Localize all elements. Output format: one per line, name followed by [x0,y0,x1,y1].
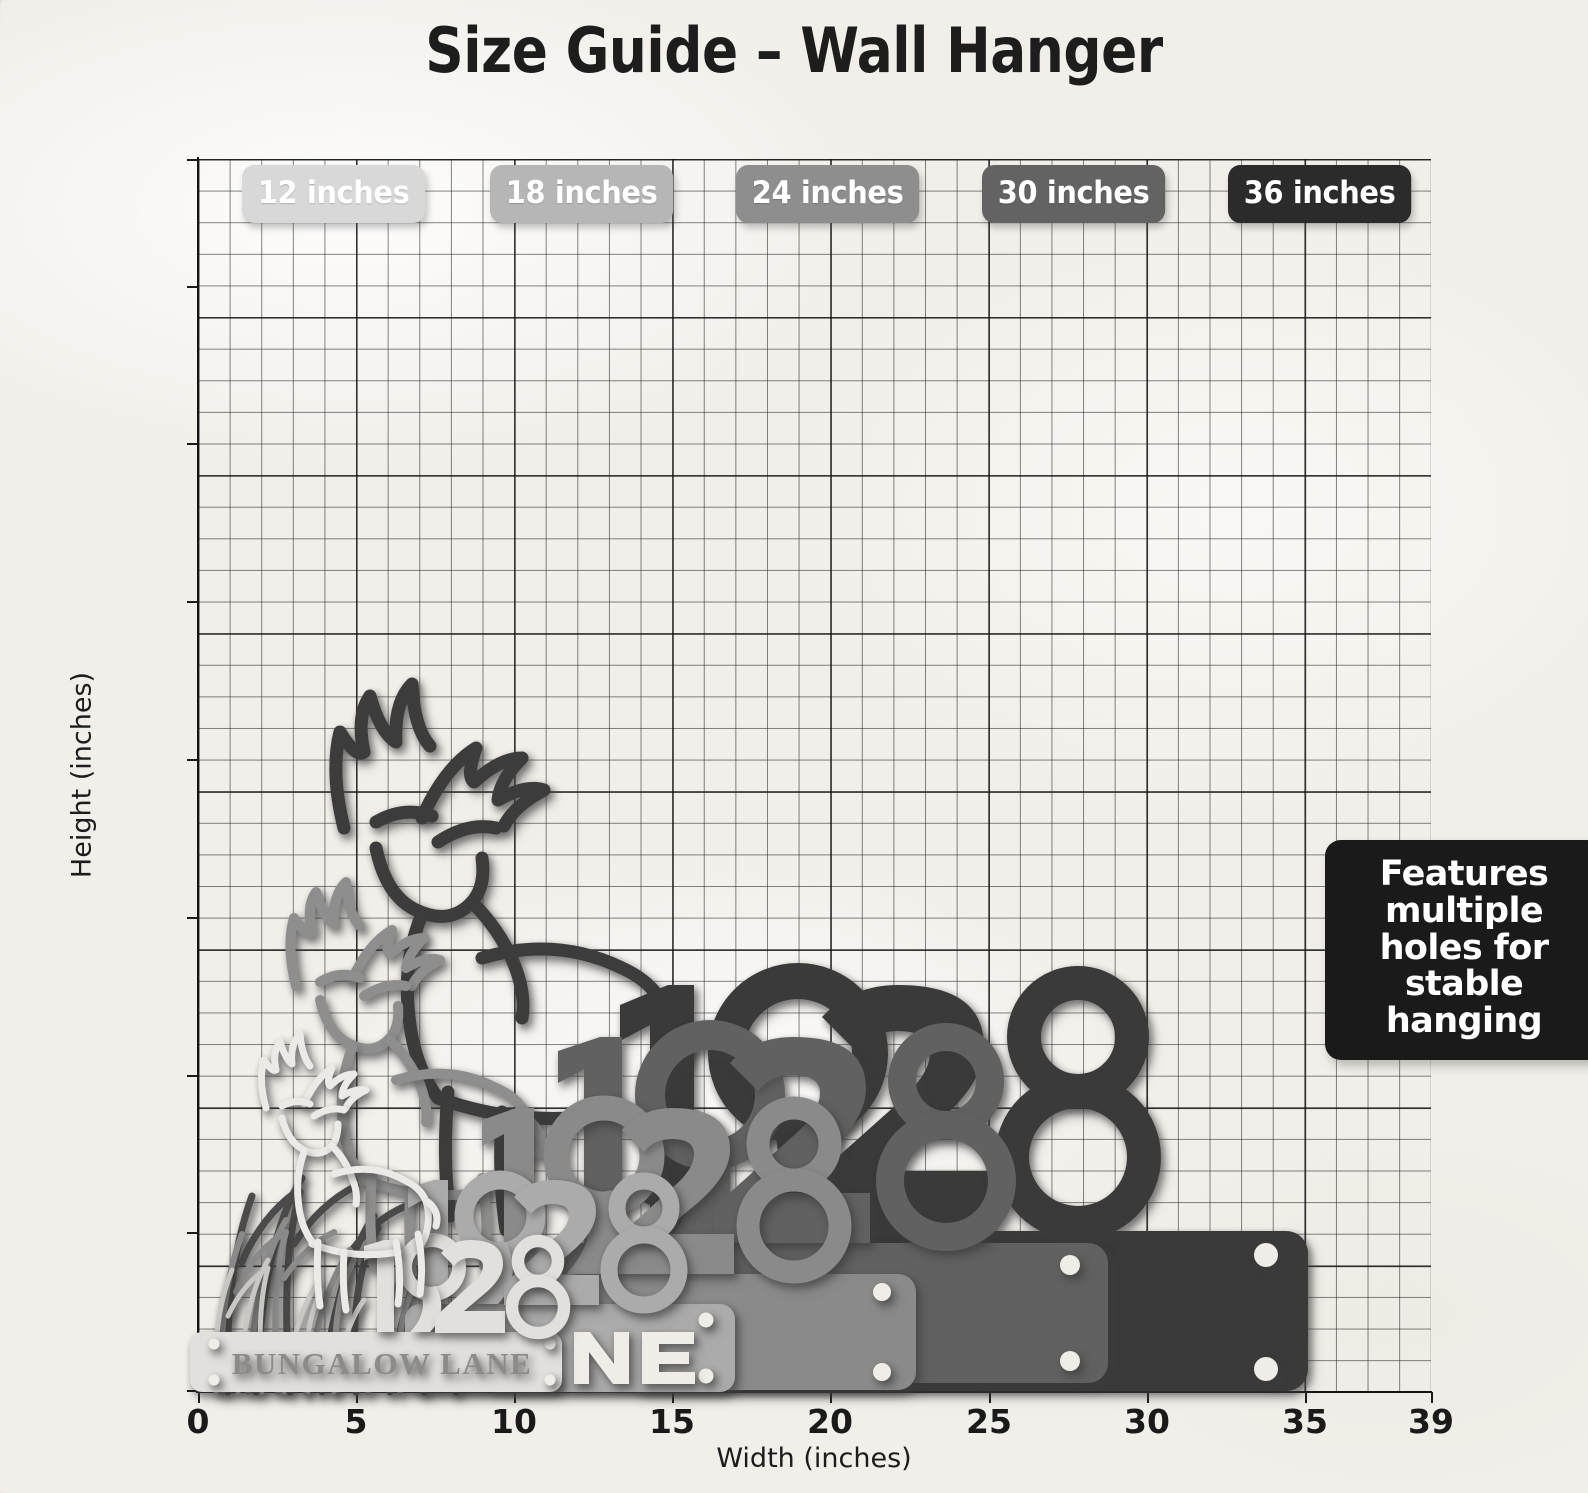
y-tick-20 [187,759,198,761]
x-tick-20 [830,1392,832,1403]
sign-12-inches: BUNGALOW LANE [190,1128,571,1392]
x-tick-label-35: 35 [1282,1402,1328,1441]
x-tick-label-20: 20 [807,1402,853,1441]
x-tick-10 [514,1392,516,1403]
x-tick-35 [1305,1392,1307,1403]
x-tick-label-0: 0 [186,1402,210,1441]
x-tick-label-30: 30 [1124,1402,1170,1441]
size-guide-plot: BUNGALOW LANE [67,157,1454,1474]
legend-badge-18-inches[interactable]: 18 inches [490,165,674,223]
x-tick-5 [356,1392,358,1403]
y-tick-35 [187,286,198,288]
x-tick-label-10: 10 [491,1402,537,1441]
y-axis-title: Height (inches) [66,671,98,879]
legend-badge-12-inches[interactable]: 12 inches [242,165,426,223]
x-tick-label-39: 39 [1408,1402,1454,1441]
x-tick-30 [1147,1392,1149,1403]
legend-badge-24-inches[interactable]: 24 inches [736,165,920,223]
legend-badge-30-inches[interactable]: 30 inches [982,165,1166,223]
callout-line-5: hanging [1385,1001,1543,1041]
y-tick-15 [187,917,198,919]
x-tick-label-15: 15 [649,1402,695,1441]
y-tick-30 [187,443,198,445]
x-tick-15 [672,1392,674,1403]
y-tick-39 [187,159,198,161]
x-axis-title: Width (inches) [716,1443,912,1474]
callout-line-1: Features [1379,854,1549,894]
y-tick-5 [187,1232,198,1234]
y-tick-10 [187,1075,198,1077]
callout-line-3: holes for [1379,927,1549,968]
y-axis-line [197,157,200,1393]
y-tick-25 [187,601,198,603]
x-tick-0 [198,1392,200,1403]
x-tick-39 [1431,1392,1433,1403]
x-tick-label-5: 5 [344,1402,368,1441]
x-axis-line [196,1391,1432,1394]
callout-box: Features multiple holes for stable hangi… [1325,840,1588,1060]
x-tick-label-25: 25 [966,1402,1012,1441]
callout-line-2: multiple [1384,890,1544,931]
page-title: Size Guide – Wall Hanger [425,14,1163,87]
y-tick-0 [187,1390,198,1392]
x-tick-25 [989,1392,991,1403]
svg-text:BUNGALOW LANE: BUNGALOW LANE [232,1346,533,1381]
deer-12-inches [206,1014,441,1330]
legend-badge-36-inches[interactable]: 36 inches [1228,165,1412,223]
callout-line-4: stable [1404,964,1524,1005]
